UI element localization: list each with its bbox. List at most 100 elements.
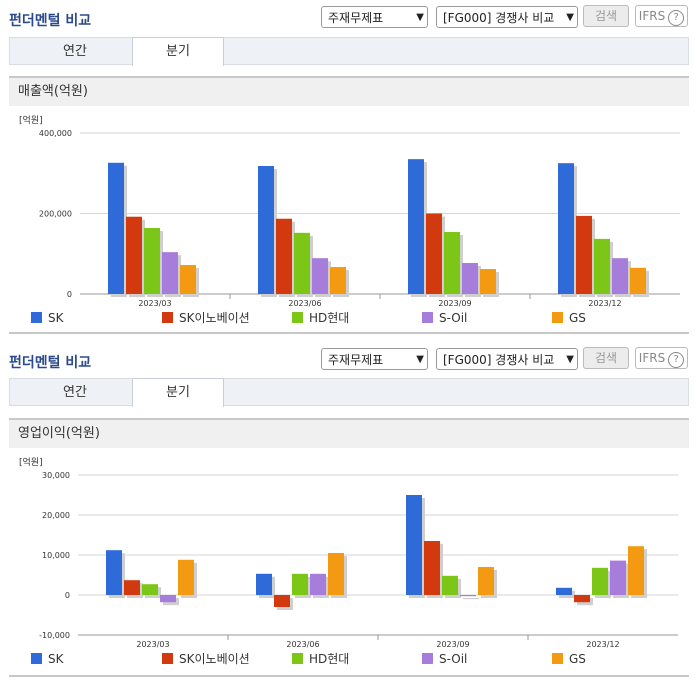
legend-item[interactable]: S-Oil xyxy=(422,310,467,326)
ifrs-button[interactable]: IFRS? xyxy=(635,347,688,369)
period-tabs: 연간 분기 xyxy=(9,37,689,66)
legend-item[interactable]: SK xyxy=(31,310,64,326)
chart-title: 영업이익(억원) xyxy=(9,418,689,448)
legend-swatch xyxy=(31,653,42,664)
legend-item[interactable]: SK xyxy=(31,651,64,667)
bar xyxy=(406,495,422,595)
statement-select-value: 주재무제표 xyxy=(328,353,384,367)
bar xyxy=(160,595,176,603)
bar xyxy=(576,215,592,294)
bar xyxy=(142,584,158,595)
divider xyxy=(9,332,689,334)
x-tick-label: 2023/09 xyxy=(438,299,471,308)
legend-label: S-Oil xyxy=(439,311,468,325)
legend-item[interactable]: GS xyxy=(552,651,586,667)
bar xyxy=(424,541,440,595)
compare-select-value: [FG000] 경쟁사 비교 xyxy=(443,353,555,367)
bar-shadow xyxy=(463,598,479,600)
bar xyxy=(178,559,194,595)
legend-label: SK이노베이션 xyxy=(179,652,250,666)
chevron-down-icon: ▼ xyxy=(416,354,424,365)
bar xyxy=(292,573,308,595)
bar xyxy=(630,267,646,294)
bar xyxy=(462,263,478,294)
bar xyxy=(294,232,310,294)
tab-annual[interactable]: 연간 xyxy=(63,44,87,59)
y-tick-label: 10,000 xyxy=(42,551,70,560)
bar xyxy=(556,587,572,595)
bar xyxy=(444,232,460,294)
legend-label: S-Oil xyxy=(439,652,468,666)
page-title: 펀더멘털 비교 xyxy=(9,13,92,29)
bar xyxy=(276,218,292,294)
x-tick-label: 2023/12 xyxy=(588,299,621,308)
legend-label: HD현대 xyxy=(309,652,350,666)
legend-label: HD현대 xyxy=(309,311,350,325)
tab-quarterly[interactable]: 분기 xyxy=(132,37,224,66)
tab-annual[interactable]: 연간 xyxy=(63,385,87,400)
bar xyxy=(594,238,610,294)
chevron-down-icon: ▼ xyxy=(566,354,574,365)
panel-sales: 펀더멘털 비교 주재무제표 ▼ [FG000] 경쟁사 비교 ▼ 검색 IFRS? … xyxy=(0,0,696,334)
ifrs-label: IFRS xyxy=(638,9,666,23)
x-tick-label: 2023/06 xyxy=(288,299,321,308)
compare-select[interactable]: [FG000] 경쟁사 비교 ▼ xyxy=(436,6,578,28)
bar xyxy=(312,258,328,294)
legend-item[interactable]: SK이노베이션 xyxy=(162,651,250,667)
chart-title: 매출액(억원) xyxy=(9,76,689,106)
compare-select[interactable]: [FG000] 경쟁사 비교 ▼ xyxy=(436,348,578,370)
page-title: 펀더멘털 비교 xyxy=(9,355,92,371)
legend-item[interactable]: HD현대 xyxy=(292,310,349,326)
legend-item[interactable]: GS xyxy=(552,310,586,326)
y-tick-label: 20,000 xyxy=(42,511,70,520)
legend-swatch xyxy=(31,312,42,323)
bar xyxy=(478,567,494,595)
bar xyxy=(258,166,274,294)
x-tick-label: 2023/12 xyxy=(586,640,619,649)
search-button[interactable]: 검색 xyxy=(583,347,629,369)
bar xyxy=(330,267,346,294)
panel-operating-profit: 펀더멘털 비교 주재무제표 ▼ [FG000] 경쟁사 비교 ▼ 검색 IFRS? … xyxy=(0,342,696,684)
legend-item[interactable]: HD현대 xyxy=(292,651,349,667)
ifrs-button[interactable]: IFRS? xyxy=(635,5,688,27)
legend-swatch xyxy=(422,653,433,664)
bar xyxy=(328,553,344,595)
bar xyxy=(612,258,628,294)
bar xyxy=(162,252,178,294)
y-tick-label: 200,000 xyxy=(39,210,72,219)
legend-swatch xyxy=(552,312,563,323)
y-tick-label: 0 xyxy=(67,290,72,299)
bar xyxy=(126,216,142,294)
legend-swatch xyxy=(552,653,563,664)
y-tick-label: 0 xyxy=(65,591,70,600)
legend-label: GS xyxy=(569,652,586,666)
bar xyxy=(256,573,272,595)
tab-quarterly[interactable]: 분기 xyxy=(132,378,224,407)
x-tick-label: 2023/09 xyxy=(436,640,469,649)
help-icon: ? xyxy=(668,352,685,368)
bar xyxy=(628,546,644,595)
bar xyxy=(558,163,574,294)
y-axis-unit: [억원] xyxy=(19,114,43,126)
legend-item[interactable]: SK이노베이션 xyxy=(162,310,250,326)
sales-chart: [억원] 0 200,000 400,000 2023/03 2023/06 2023/09… xyxy=(19,114,680,308)
period-tabs: 연간 분기 xyxy=(9,378,689,407)
search-button[interactable]: 검색 xyxy=(583,5,629,27)
divider xyxy=(9,675,689,677)
bar xyxy=(460,595,476,597)
statement-select[interactable]: 주재무제표 ▼ xyxy=(321,6,428,28)
statement-select[interactable]: 주재무제표 ▼ xyxy=(321,348,428,370)
bar xyxy=(310,573,326,595)
bar xyxy=(442,575,458,595)
legend-label: SK xyxy=(48,652,64,666)
legend-swatch xyxy=(292,312,303,323)
x-tick-label: 2023/03 xyxy=(136,640,169,649)
bar xyxy=(106,550,122,595)
bar xyxy=(408,159,424,294)
legend-item[interactable]: S-Oil xyxy=(422,651,467,667)
bar xyxy=(180,265,196,294)
legend-label: SK xyxy=(48,311,64,325)
legend-swatch xyxy=(292,653,303,664)
legend-swatch xyxy=(162,312,173,323)
chevron-down-icon: ▼ xyxy=(416,12,424,23)
